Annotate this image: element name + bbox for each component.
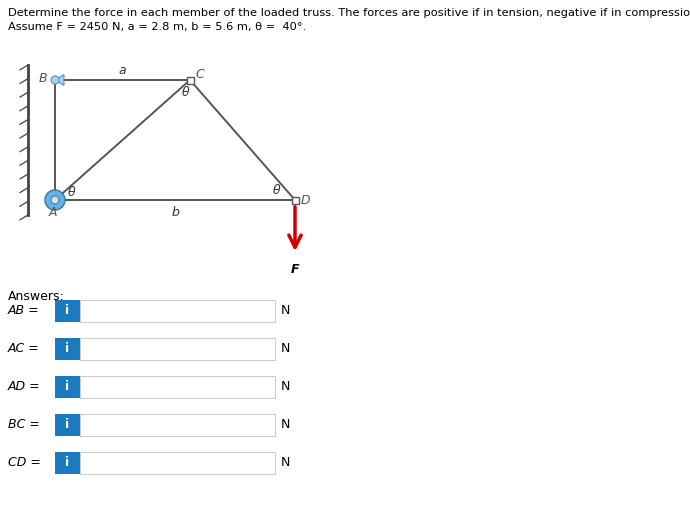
Text: N: N	[281, 418, 290, 432]
Bar	[291, 196, 299, 204]
Bar	[55, 338, 80, 360]
Text: a: a	[119, 63, 126, 77]
Text: N: N	[281, 342, 290, 355]
Text: i: i	[66, 342, 70, 355]
Text: B: B	[39, 71, 48, 85]
Text: CD =: CD =	[8, 457, 41, 470]
Text: C: C	[196, 68, 204, 81]
Bar	[55, 452, 80, 474]
Text: D: D	[300, 194, 310, 206]
Bar	[80, 452, 275, 474]
Text: N: N	[281, 380, 290, 394]
Text: AB =: AB =	[8, 305, 39, 317]
Bar	[80, 376, 275, 398]
Bar	[80, 414, 275, 436]
Text: θ: θ	[182, 86, 190, 98]
Text: AD =: AD =	[8, 380, 41, 394]
Text: i: i	[66, 418, 70, 432]
Bar	[55, 376, 80, 398]
Circle shape	[45, 190, 65, 210]
Bar	[80, 300, 275, 322]
Text: i: i	[66, 380, 70, 394]
Bar	[55, 414, 80, 436]
Text: N: N	[281, 457, 290, 470]
Text: i: i	[66, 457, 70, 470]
Circle shape	[51, 76, 59, 84]
Text: Determine the force in each member of the loaded truss. The forces are positive : Determine the force in each member of th…	[8, 8, 690, 18]
Text: Assume F = 2450 N, a = 2.8 m, b = 5.6 m, θ =  40°.: Assume F = 2450 N, a = 2.8 m, b = 5.6 m,…	[8, 22, 306, 32]
Circle shape	[51, 196, 59, 204]
Text: Answers:: Answers:	[8, 290, 65, 303]
Text: BC =: BC =	[8, 418, 40, 432]
Bar	[80, 338, 275, 360]
Text: θ: θ	[68, 186, 76, 198]
Text: A: A	[49, 206, 57, 220]
Polygon shape	[55, 75, 64, 85]
Text: N: N	[281, 305, 290, 317]
Text: F: F	[290, 263, 299, 276]
Text: i: i	[66, 305, 70, 317]
Bar	[55, 300, 80, 322]
Bar	[186, 77, 193, 84]
Text: AC =: AC =	[8, 342, 40, 355]
Text: b: b	[171, 206, 179, 220]
Text: θ: θ	[273, 185, 281, 197]
